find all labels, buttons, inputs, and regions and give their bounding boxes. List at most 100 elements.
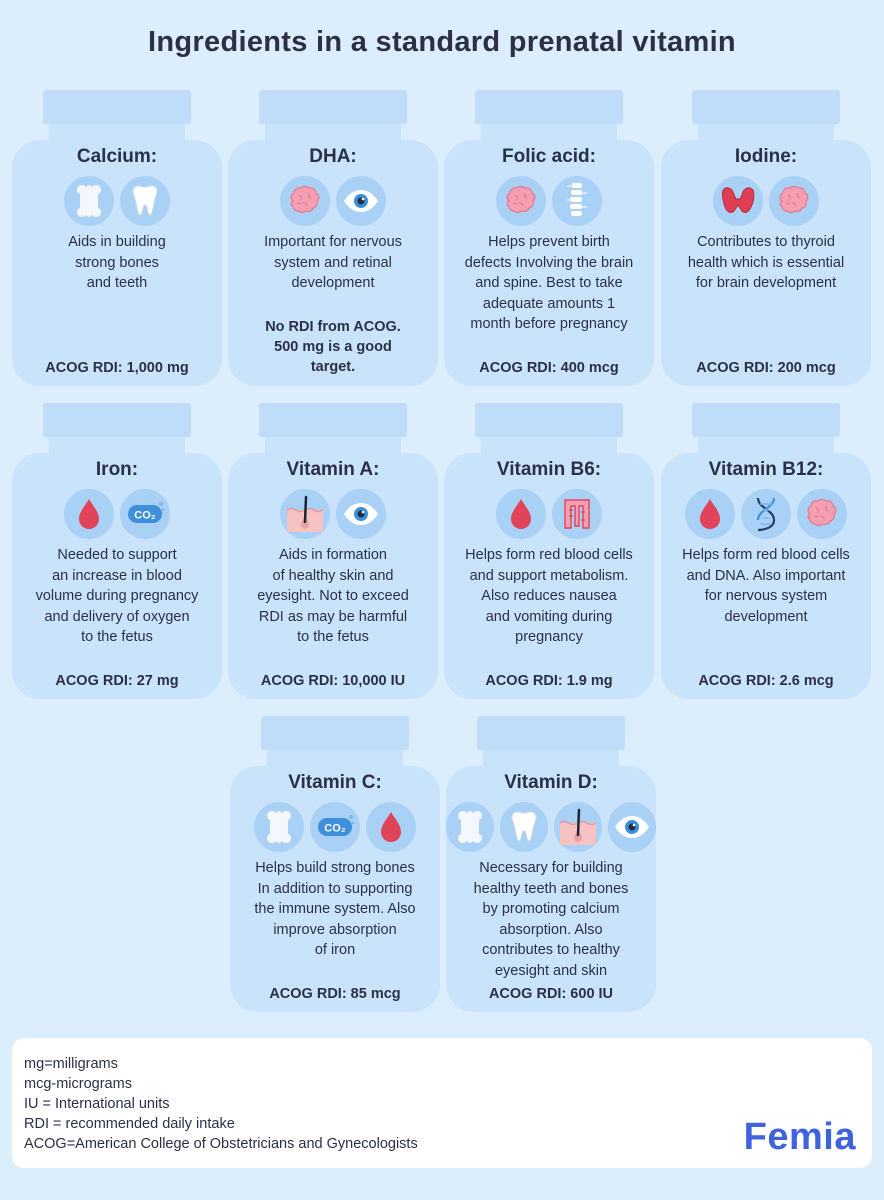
vitamin-icons: [228, 489, 438, 539]
brain-icon: [797, 489, 847, 539]
vitamin-description: Helps build strong bones In addition to s…: [254, 860, 416, 958]
bone-icon: [254, 802, 304, 852]
bottle-body: [661, 140, 871, 386]
vitamin-name: Vitamin D:: [504, 772, 598, 793]
eye-icon: [336, 489, 386, 539]
bottle-neck: [698, 124, 834, 144]
bottle-neck: [267, 750, 403, 770]
blood-drop-icon: [64, 489, 114, 539]
bottle-neck: [49, 437, 185, 457]
thyroid-icon: [713, 176, 763, 226]
bottle-cap: [261, 716, 409, 750]
vitamin-card: Vitamin A: Aids in formation of healthy sk…: [228, 403, 438, 699]
vitamin-rdi: ACOG RDI: 2.6 mcg: [698, 673, 834, 689]
vitamin-name: Iodine:: [734, 146, 798, 167]
bottle-cap: [475, 403, 623, 437]
bottle-cap: [692, 403, 840, 437]
intestine-icon: [552, 489, 602, 539]
bottle-cap: [259, 90, 407, 124]
vitamin-name: Iron:: [95, 459, 139, 480]
blood-drop-icon: [496, 489, 546, 539]
legend-panel: mg=milligrams mcg-micrograms IU = Intern…: [12, 1038, 872, 1168]
vitamin-rdi: ACOG RDI: 400 mcg: [479, 360, 619, 376]
legend-line: IU = International units: [24, 1096, 170, 1112]
page-title: Ingredients in a standard prenatal vitam…: [148, 26, 736, 58]
vitamin-card: Iodine: Contributes to thyroid health whic…: [661, 90, 871, 386]
bottle-neck: [481, 437, 617, 457]
vitamin-name: Vitamin A:: [286, 459, 380, 480]
bone-icon: [446, 802, 494, 852]
vitamin-name: DHA:: [309, 146, 357, 167]
bottle-body: [228, 453, 438, 699]
vitamin-name: Vitamin C:: [288, 772, 382, 793]
tooth-icon: [500, 802, 548, 852]
vitamin-card: DHA: Important for nervous system and reti…: [228, 90, 438, 386]
vitamin-name: Calcium:: [76, 146, 158, 167]
bone-icon: [64, 176, 114, 226]
vitamin-card: Calcium: Aids in building strong bones and …: [12, 90, 222, 386]
vitamin-rdi: ACOG RDI: 10,000 IU: [260, 673, 406, 689]
legend-line: ACOG=American College of Obstetricians a…: [24, 1136, 418, 1152]
brain-icon: [769, 176, 819, 226]
blood-drop-icon: [366, 802, 416, 852]
vitamin-icons: [444, 489, 654, 539]
vitamin-icons: [12, 176, 222, 226]
legend-line: RDI = recommended daily intake: [24, 1116, 235, 1132]
vitamin-rdi: ACOG RDI: 600 IU: [488, 986, 614, 1002]
blood-drop-icon: [685, 489, 735, 539]
co2-icon: CO₂: [120, 489, 170, 539]
vitamin-description: Contributes to thyroid health which is es…: [687, 234, 845, 291]
vitamin-description: Helps prevent birth defects Involving the…: [464, 234, 634, 332]
vitamin-description: Necessary for building healthy teeth and …: [473, 860, 629, 979]
bottle-cap: [477, 716, 625, 750]
vitamin-description: Important for nervous system and retinal d…: [264, 234, 402, 291]
vitamin-description: Needed to support an increase in blood vol…: [35, 547, 199, 645]
svg-text:CO₂: CO₂: [324, 823, 346, 835]
vitamin-card: Vitamin B12: Helps form red blood cells an…: [661, 403, 871, 699]
bottle-neck: [481, 124, 617, 144]
co2-icon: CO₂: [310, 802, 360, 852]
vitamin-name: Vitamin B12:: [708, 459, 824, 480]
dna-icon: [741, 489, 791, 539]
bottle-neck: [265, 124, 401, 144]
bottle-body: [444, 140, 654, 386]
vitamin-rdi: ACOG RDI: 27 mg: [55, 673, 179, 689]
vitamin-card: Folic acid: Helps prevent birth defects In…: [444, 90, 654, 386]
vitamin-icons: [444, 176, 654, 226]
legend-line: mcg-micrograms: [24, 1076, 132, 1092]
vitamin-card: Vitamin D: Necessary for building healthy …: [446, 716, 656, 1012]
vitamin-card: Iron: CO₂ Needed to support an increase in …: [12, 403, 222, 699]
vitamin-description: Helps form red blood cells and DNA. Also …: [682, 547, 850, 625]
tooth-icon: [120, 176, 170, 226]
vitamin-icons: [661, 489, 871, 539]
vitamin-name: Vitamin B6:: [496, 459, 602, 480]
spine-icon: [552, 176, 602, 226]
legend-line: mg=milligrams: [24, 1056, 118, 1072]
vitamin-icons: [446, 802, 656, 852]
bottle-neck: [49, 124, 185, 144]
vitamin-name: Folic acid:: [502, 146, 596, 167]
vitamin-note: No RDI from ACOG. 500 mg is a good target.: [265, 319, 401, 375]
vitamin-card: Vitamin B6: Helps form red blood cells and…: [444, 403, 654, 699]
bottle-body: [228, 140, 438, 386]
vitamin-card: Vitamin C: CO₂ Helps build strong bones In …: [230, 716, 440, 1012]
vitamin-rdi: ACOG RDI: 1.9 mg: [485, 673, 613, 689]
eye-icon: [336, 176, 386, 226]
bottle-neck: [483, 750, 619, 770]
bottle-body: [12, 453, 222, 699]
vitamin-rdi: ACOG RDI: 1,000 mg: [45, 360, 189, 376]
vitamin-icons: [661, 176, 871, 226]
bottle-body: [12, 140, 222, 386]
svg-text:CO₂: CO₂: [134, 510, 156, 522]
vitamin-description: Aids in building strong bones and teeth: [68, 234, 166, 291]
bottle-cap: [259, 403, 407, 437]
vitamin-rdi: ACOG RDI: 200 mcg: [696, 360, 836, 376]
bottle-body: [444, 453, 654, 699]
brain-icon: [280, 176, 330, 226]
brain-icon: [496, 176, 546, 226]
skin-icon: [554, 802, 602, 852]
femia-logo: Femia: [743, 1116, 856, 1158]
bottle-cap: [475, 90, 623, 124]
vitamin-icons: [228, 176, 438, 226]
eye-icon: [608, 802, 656, 852]
